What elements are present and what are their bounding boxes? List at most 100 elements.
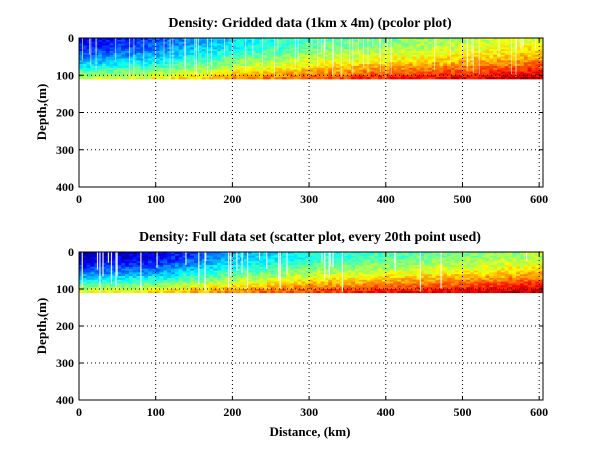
top-density-cell bbox=[240, 58, 245, 61]
top-density-cell bbox=[79, 58, 84, 61]
bottom-density-cell bbox=[366, 252, 371, 255]
bottom-density-cell bbox=[151, 263, 157, 266]
bottom-density-cell bbox=[151, 257, 157, 260]
top-density-cell bbox=[178, 38, 183, 41]
top-density-cell bbox=[117, 38, 122, 41]
bottom-density-cell bbox=[125, 259, 130, 262]
top-density-cell bbox=[374, 52, 379, 56]
top-density-cell bbox=[531, 77, 536, 80]
bottom-density-cell bbox=[140, 272, 145, 275]
bottom-density-cell bbox=[312, 264, 318, 268]
top-density-cell bbox=[347, 75, 352, 78]
top-density-cell bbox=[412, 73, 417, 76]
bottom-density-cell bbox=[251, 259, 256, 262]
top-density-cell bbox=[289, 62, 295, 65]
top-density-cell bbox=[358, 75, 364, 78]
bottom-density-cell bbox=[128, 274, 134, 277]
bottom-density-cell bbox=[286, 277, 291, 281]
top-density-cell bbox=[424, 64, 429, 67]
top-density-cell bbox=[186, 64, 191, 67]
bottom-density-cell bbox=[232, 274, 237, 277]
bottom-density-cell bbox=[243, 266, 249, 270]
bottom-density-cell bbox=[171, 263, 176, 266]
bottom-density-cell bbox=[412, 268, 417, 271]
top-profile-gap bbox=[224, 38, 225, 58]
bottom-density-cell bbox=[312, 281, 318, 284]
top-density-cell bbox=[144, 41, 149, 44]
bottom-density-cell bbox=[259, 289, 264, 292]
bottom-density-cell bbox=[347, 279, 352, 282]
bottom-density-cell bbox=[113, 290, 118, 294]
top-density-cell bbox=[431, 39, 437, 43]
top-density-cell bbox=[194, 62, 199, 65]
top-density-cell bbox=[274, 77, 279, 80]
bottom-density-cell bbox=[186, 264, 191, 268]
top-density-cell bbox=[121, 64, 126, 67]
top-density-cell bbox=[351, 47, 356, 50]
top-density-cell bbox=[447, 41, 452, 44]
top-density-cell bbox=[155, 49, 160, 52]
top-density-cell bbox=[358, 64, 364, 67]
top-density-cell bbox=[328, 58, 333, 61]
top-density-cell bbox=[148, 73, 153, 76]
bottom-density-cell bbox=[328, 283, 333, 286]
top-density-cell bbox=[236, 43, 241, 46]
top-density-cell bbox=[136, 77, 141, 80]
top-density-cell bbox=[309, 49, 314, 52]
top-density-cell bbox=[332, 60, 337, 63]
top-density-cell bbox=[447, 54, 452, 58]
top-density-cell bbox=[286, 47, 291, 50]
top-density-cell bbox=[335, 75, 341, 78]
top-density-cell bbox=[144, 73, 149, 76]
top-density-cell bbox=[358, 54, 364, 58]
bottom-density-cell bbox=[335, 287, 341, 290]
top-density-cell bbox=[393, 62, 398, 65]
top-density-cell bbox=[117, 45, 122, 48]
top-density-cell bbox=[125, 56, 130, 59]
bottom-density-cell bbox=[366, 276, 371, 279]
top-density-cell bbox=[320, 47, 325, 50]
bottom-density-cell bbox=[270, 259, 275, 262]
bottom-density-cell bbox=[309, 276, 314, 279]
top-density-cell bbox=[381, 39, 387, 43]
top-density-cell bbox=[335, 39, 341, 43]
top-density-cell bbox=[539, 73, 544, 76]
bottom-density-cell bbox=[416, 264, 421, 268]
bottom-density-cell bbox=[420, 287, 425, 290]
top-density-cell bbox=[174, 51, 180, 54]
bottom-density-cell bbox=[259, 272, 264, 275]
bottom-density-cell bbox=[217, 285, 222, 288]
bottom-density-cell bbox=[332, 283, 337, 286]
bottom-density-cell bbox=[404, 285, 410, 288]
bottom-density-cell bbox=[305, 259, 310, 262]
top-density-cell bbox=[255, 45, 260, 48]
bottom-density-cell bbox=[132, 255, 137, 258]
bottom-density-cell bbox=[263, 261, 268, 264]
bottom-density-cell bbox=[220, 290, 226, 294]
bottom-density-cell bbox=[282, 287, 287, 290]
bottom-density-cell bbox=[297, 259, 302, 262]
bottom-density-cell bbox=[94, 252, 99, 255]
bottom-density-cell bbox=[240, 287, 245, 290]
bottom-density-cell bbox=[274, 279, 279, 282]
bottom-density-cell bbox=[458, 290, 463, 294]
top-axes: Density: Gridded data (1km x 4m) (pcolor… bbox=[34, 16, 548, 206]
bottom-density-cell bbox=[424, 289, 429, 292]
top-density-cell bbox=[79, 64, 84, 67]
bottom-density-cell bbox=[378, 270, 383, 273]
top-density-cell bbox=[125, 67, 130, 71]
bottom-density-cell bbox=[102, 279, 107, 282]
top-density-cell bbox=[282, 62, 287, 65]
top-density-cell bbox=[332, 54, 337, 58]
top-density-cell bbox=[125, 52, 130, 56]
top-density-cell bbox=[320, 58, 325, 61]
top-density-cell bbox=[86, 67, 91, 71]
bottom-density-cell bbox=[224, 290, 229, 294]
bottom-density-cell bbox=[117, 268, 122, 271]
top-density-cell bbox=[424, 69, 429, 72]
bottom-density-cell bbox=[155, 255, 160, 258]
bottom-density-cell bbox=[454, 252, 460, 255]
top-density-cell bbox=[274, 49, 279, 52]
bottom-density-cell bbox=[86, 289, 91, 292]
bottom-density-cell bbox=[266, 281, 272, 284]
